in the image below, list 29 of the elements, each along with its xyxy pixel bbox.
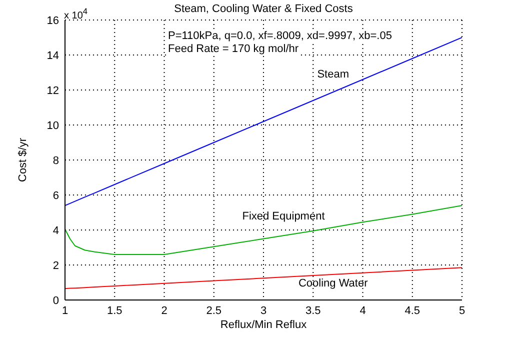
y-tick-label: 10 (46, 120, 59, 132)
x-tick-label: 2.5 (206, 304, 222, 317)
annotation: x 10$^{4}$ (64, 6, 88, 22)
chart-title: Steam, Cooling Water & Fixed Costs (174, 3, 353, 15)
x-tick-label: 1.5 (106, 304, 122, 317)
line-series (65, 267, 462, 290)
line-series (65, 205, 462, 255)
x-tick-label: 2 (161, 304, 168, 317)
series-label: Cooling Water (298, 277, 368, 290)
x-tick-label: 5 (458, 304, 466, 317)
x-tick-label: 3.5 (305, 304, 321, 317)
y-axis-title: Cost $/yr (16, 138, 29, 182)
annotation: P=110kPa, q=0.0, xf=.8009, xd=.9997, xb=.05 (168, 30, 392, 43)
y-tick-label: 4 (52, 224, 59, 237)
x-tick-label: 3 (260, 304, 267, 317)
annotation: Feed Rate = 170 kg mol/hr (168, 43, 299, 56)
y-tick-label: 6 (52, 190, 59, 202)
y-tick-label: 2 (52, 260, 59, 272)
series-label: Fixed Equipment (242, 210, 325, 223)
y-tick-label: 16 (46, 14, 59, 27)
x-tick-label: 4.5 (404, 304, 420, 317)
x-tick-label: 1 (62, 304, 68, 317)
x-tick-label: 4 (360, 304, 366, 317)
y-tick-label: 14 (46, 50, 59, 62)
series-label: Steam (317, 68, 350, 80)
y-tick-label: 0 (52, 294, 59, 307)
x-axis-title: Reflux/Min Reflux (220, 319, 308, 331)
y-tick-label: 8 (52, 154, 59, 167)
y-tick-label: 12 (46, 84, 59, 97)
